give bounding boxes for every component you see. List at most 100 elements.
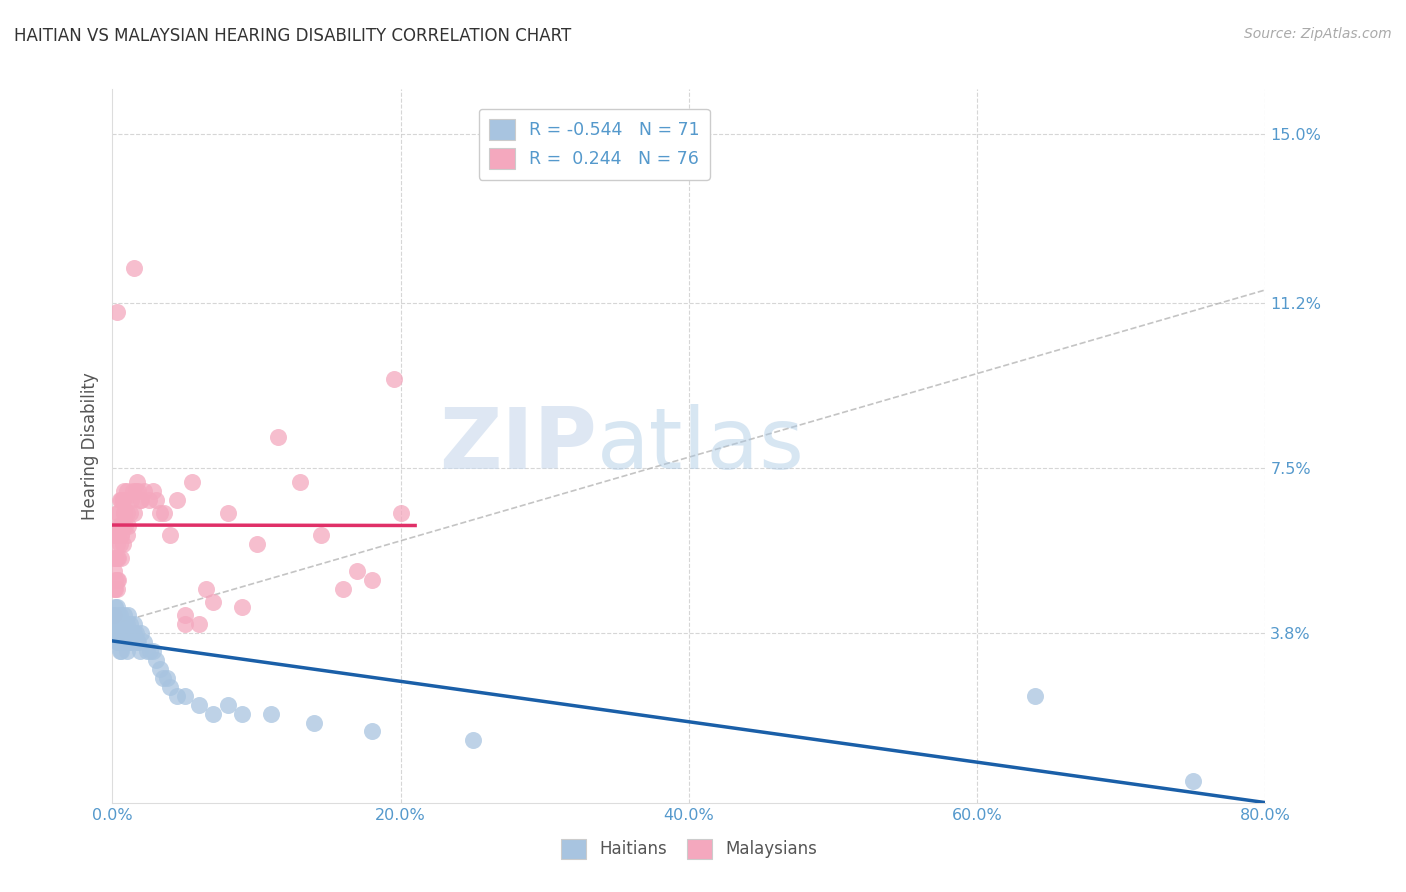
- Point: [304, 715, 326, 730]
- Point: [389, 506, 412, 520]
- Point: [111, 537, 134, 551]
- Point: [127, 635, 149, 649]
- Text: atlas: atlas: [596, 404, 804, 488]
- Point: [104, 550, 127, 565]
- Point: [103, 608, 125, 623]
- Point: [117, 608, 139, 623]
- Point: [188, 698, 211, 712]
- Point: [166, 689, 188, 703]
- Point: [360, 573, 382, 587]
- Point: [107, 608, 129, 623]
- Point: [120, 635, 142, 649]
- Point: [104, 599, 127, 614]
- Point: [110, 626, 132, 640]
- Point: [188, 617, 211, 632]
- Point: [311, 528, 333, 542]
- Point: [332, 582, 354, 596]
- Point: [217, 506, 239, 520]
- Point: [1182, 773, 1205, 788]
- Point: [104, 617, 127, 632]
- Point: [108, 492, 131, 507]
- Point: [111, 635, 134, 649]
- Point: [180, 475, 202, 489]
- Point: [112, 608, 135, 623]
- Point: [346, 564, 368, 578]
- Point: [142, 483, 165, 498]
- Point: [115, 617, 138, 632]
- Point: [115, 644, 138, 658]
- Point: [111, 492, 134, 507]
- Point: [110, 635, 132, 649]
- Point: [1024, 689, 1046, 703]
- Point: [288, 475, 311, 489]
- Point: [108, 626, 131, 640]
- Point: [108, 617, 131, 632]
- Point: [231, 706, 253, 721]
- Point: [173, 608, 195, 623]
- Point: [110, 617, 132, 632]
- Point: [103, 617, 125, 632]
- Point: [104, 573, 127, 587]
- Point: [202, 595, 225, 609]
- Point: [105, 617, 128, 632]
- Point: [105, 608, 128, 623]
- Point: [111, 492, 134, 507]
- Point: [103, 582, 125, 596]
- Point: [121, 483, 143, 498]
- Point: [152, 671, 174, 685]
- Point: [145, 653, 167, 667]
- Point: [104, 582, 127, 596]
- Point: [118, 617, 141, 632]
- Point: [117, 626, 139, 640]
- Point: [360, 724, 382, 739]
- Text: ZIP: ZIP: [439, 404, 596, 488]
- Point: [114, 519, 136, 533]
- Point: [108, 519, 131, 533]
- Point: [112, 635, 135, 649]
- Point: [125, 475, 148, 489]
- Point: [103, 608, 125, 623]
- Point: [114, 617, 136, 632]
- Point: [118, 635, 141, 649]
- Point: [118, 506, 141, 520]
- Point: [110, 528, 132, 542]
- Point: [105, 550, 128, 565]
- Point: [246, 537, 269, 551]
- Point: [195, 582, 218, 596]
- Point: [111, 519, 134, 533]
- Point: [103, 564, 125, 578]
- Point: [260, 706, 283, 721]
- Point: [231, 599, 253, 614]
- Point: [115, 483, 138, 498]
- Point: [139, 644, 162, 658]
- Point: [134, 483, 156, 498]
- Point: [115, 506, 138, 520]
- Point: [112, 506, 135, 520]
- Point: [173, 689, 195, 703]
- Point: [202, 706, 225, 721]
- Point: [149, 662, 172, 676]
- Point: [166, 492, 188, 507]
- Legend: Haitians, Malaysians: Haitians, Malaysians: [554, 832, 824, 866]
- Point: [134, 635, 156, 649]
- Point: [217, 698, 239, 712]
- Point: [128, 492, 150, 507]
- Point: [107, 519, 129, 533]
- Point: [127, 483, 149, 498]
- Point: [128, 644, 150, 658]
- Point: [173, 617, 195, 632]
- Point: [108, 537, 131, 551]
- Point: [114, 492, 136, 507]
- Point: [112, 626, 135, 640]
- Point: [105, 506, 128, 520]
- Point: [124, 483, 146, 498]
- Point: [159, 680, 181, 694]
- Point: [156, 671, 179, 685]
- Point: [107, 506, 129, 520]
- Point: [153, 506, 176, 520]
- Point: [117, 519, 139, 533]
- Point: [267, 430, 290, 444]
- Point: [103, 626, 125, 640]
- Point: [114, 635, 136, 649]
- Point: [122, 260, 145, 275]
